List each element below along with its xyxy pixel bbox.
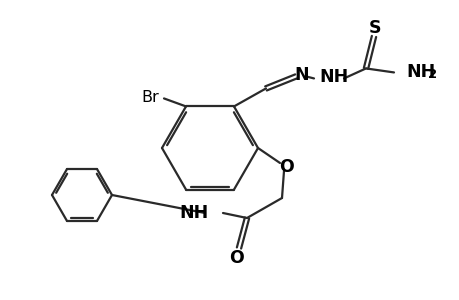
Text: Br: Br (141, 90, 158, 105)
Text: NH: NH (179, 204, 208, 222)
Text: O: O (279, 158, 294, 176)
Text: O: O (229, 249, 244, 267)
Text: 2: 2 (427, 68, 436, 81)
Text: N: N (294, 66, 308, 84)
Text: S: S (368, 20, 381, 38)
Text: NH: NH (405, 63, 434, 81)
Text: NH: NH (319, 68, 348, 86)
